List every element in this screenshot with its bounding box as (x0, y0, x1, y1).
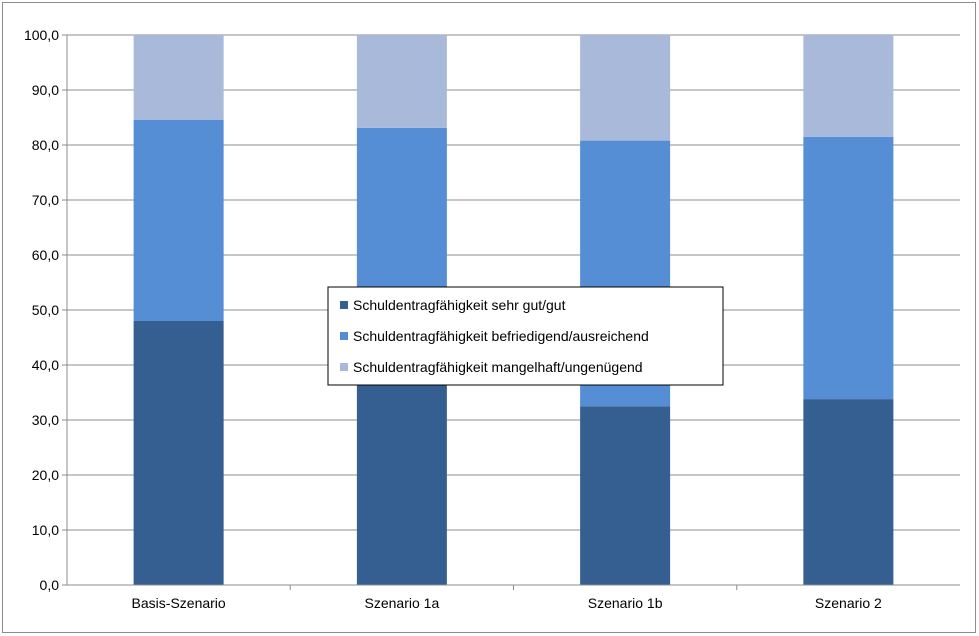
legend: Schuldentragfähigkeit sehr gut/gut Schuld… (327, 286, 724, 386)
y-tick-label: 50,0 (32, 302, 59, 318)
bar-segment (803, 35, 894, 137)
bar-segment (803, 399, 894, 585)
y-tick-label: 90,0 (32, 82, 59, 98)
y-tick-labels: 0,0 10,0 20,0 30,0 40,0 50,0 60,0 70,0 80,0 90,0 1… (24, 27, 59, 593)
y-tick-label: 70,0 (32, 192, 59, 208)
x-category-labels: Basis-Szenario Szenario 1a Szenario 1b Szen… (132, 595, 883, 611)
bar-segment (133, 35, 224, 120)
legend-label: Schuldentragfähigkeit sehr gut/gut (353, 297, 566, 313)
legend-label: Schuldentragfähigkeit mangelhaft/ungenüg… (353, 359, 643, 375)
stacked-bar-chart: 0,0 10,0 20,0 30,0 40,0 50,0 60,0 70,0 80,0 90,0 1… (24, 27, 960, 611)
bar-segment (356, 35, 447, 128)
bar-segment (133, 321, 224, 585)
bar-segment (356, 381, 447, 585)
y-tick-label: 20,0 (32, 467, 59, 483)
legend-swatch (340, 301, 348, 309)
bar-segment (133, 119, 224, 321)
legend-swatch (340, 332, 348, 340)
bar-segment (580, 406, 671, 585)
y-tick-label: 80,0 (32, 137, 59, 153)
bar-segment (803, 136, 894, 400)
bar-segment (580, 35, 671, 141)
x-category-label: Szenario 1b (588, 595, 663, 611)
y-tick-label: 0,0 (40, 577, 60, 593)
y-tick-label: 100,0 (24, 27, 59, 43)
legend-swatch (340, 363, 348, 371)
y-tick-label: 60,0 (32, 247, 59, 263)
y-tick-label: 30,0 (32, 412, 59, 428)
y-tick-label: 10,0 (32, 522, 59, 538)
x-category-label: Szenario 1a (365, 595, 440, 611)
axes (62, 34, 960, 590)
x-category-label: Basis-Szenario (132, 595, 226, 611)
y-tick-label: 40,0 (32, 357, 59, 373)
legend-label: Schuldentragfähigkeit befriedigend/ausre… (353, 328, 649, 344)
legend-box (327, 286, 724, 386)
x-category-label: Szenario 2 (815, 595, 882, 611)
